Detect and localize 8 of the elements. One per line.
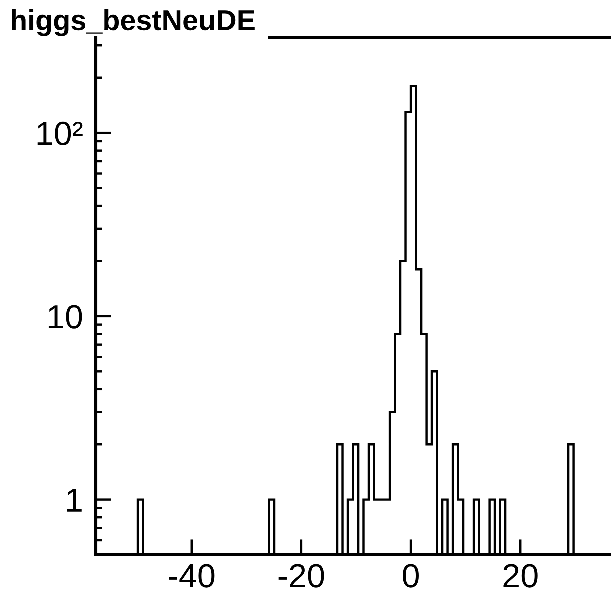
x-tick-label: 0	[403, 564, 419, 588]
chart-title: higgs_bestNeuDE	[12, 10, 255, 36]
y-tick-label: 10²	[38, 122, 83, 146]
x-tick-label: 20	[504, 564, 538, 588]
y-tick-label: 1	[68, 488, 82, 512]
y-tick-label: 10	[48, 305, 82, 329]
x-tick-label: -40	[169, 564, 215, 588]
x-tick-label: -20	[278, 564, 324, 588]
